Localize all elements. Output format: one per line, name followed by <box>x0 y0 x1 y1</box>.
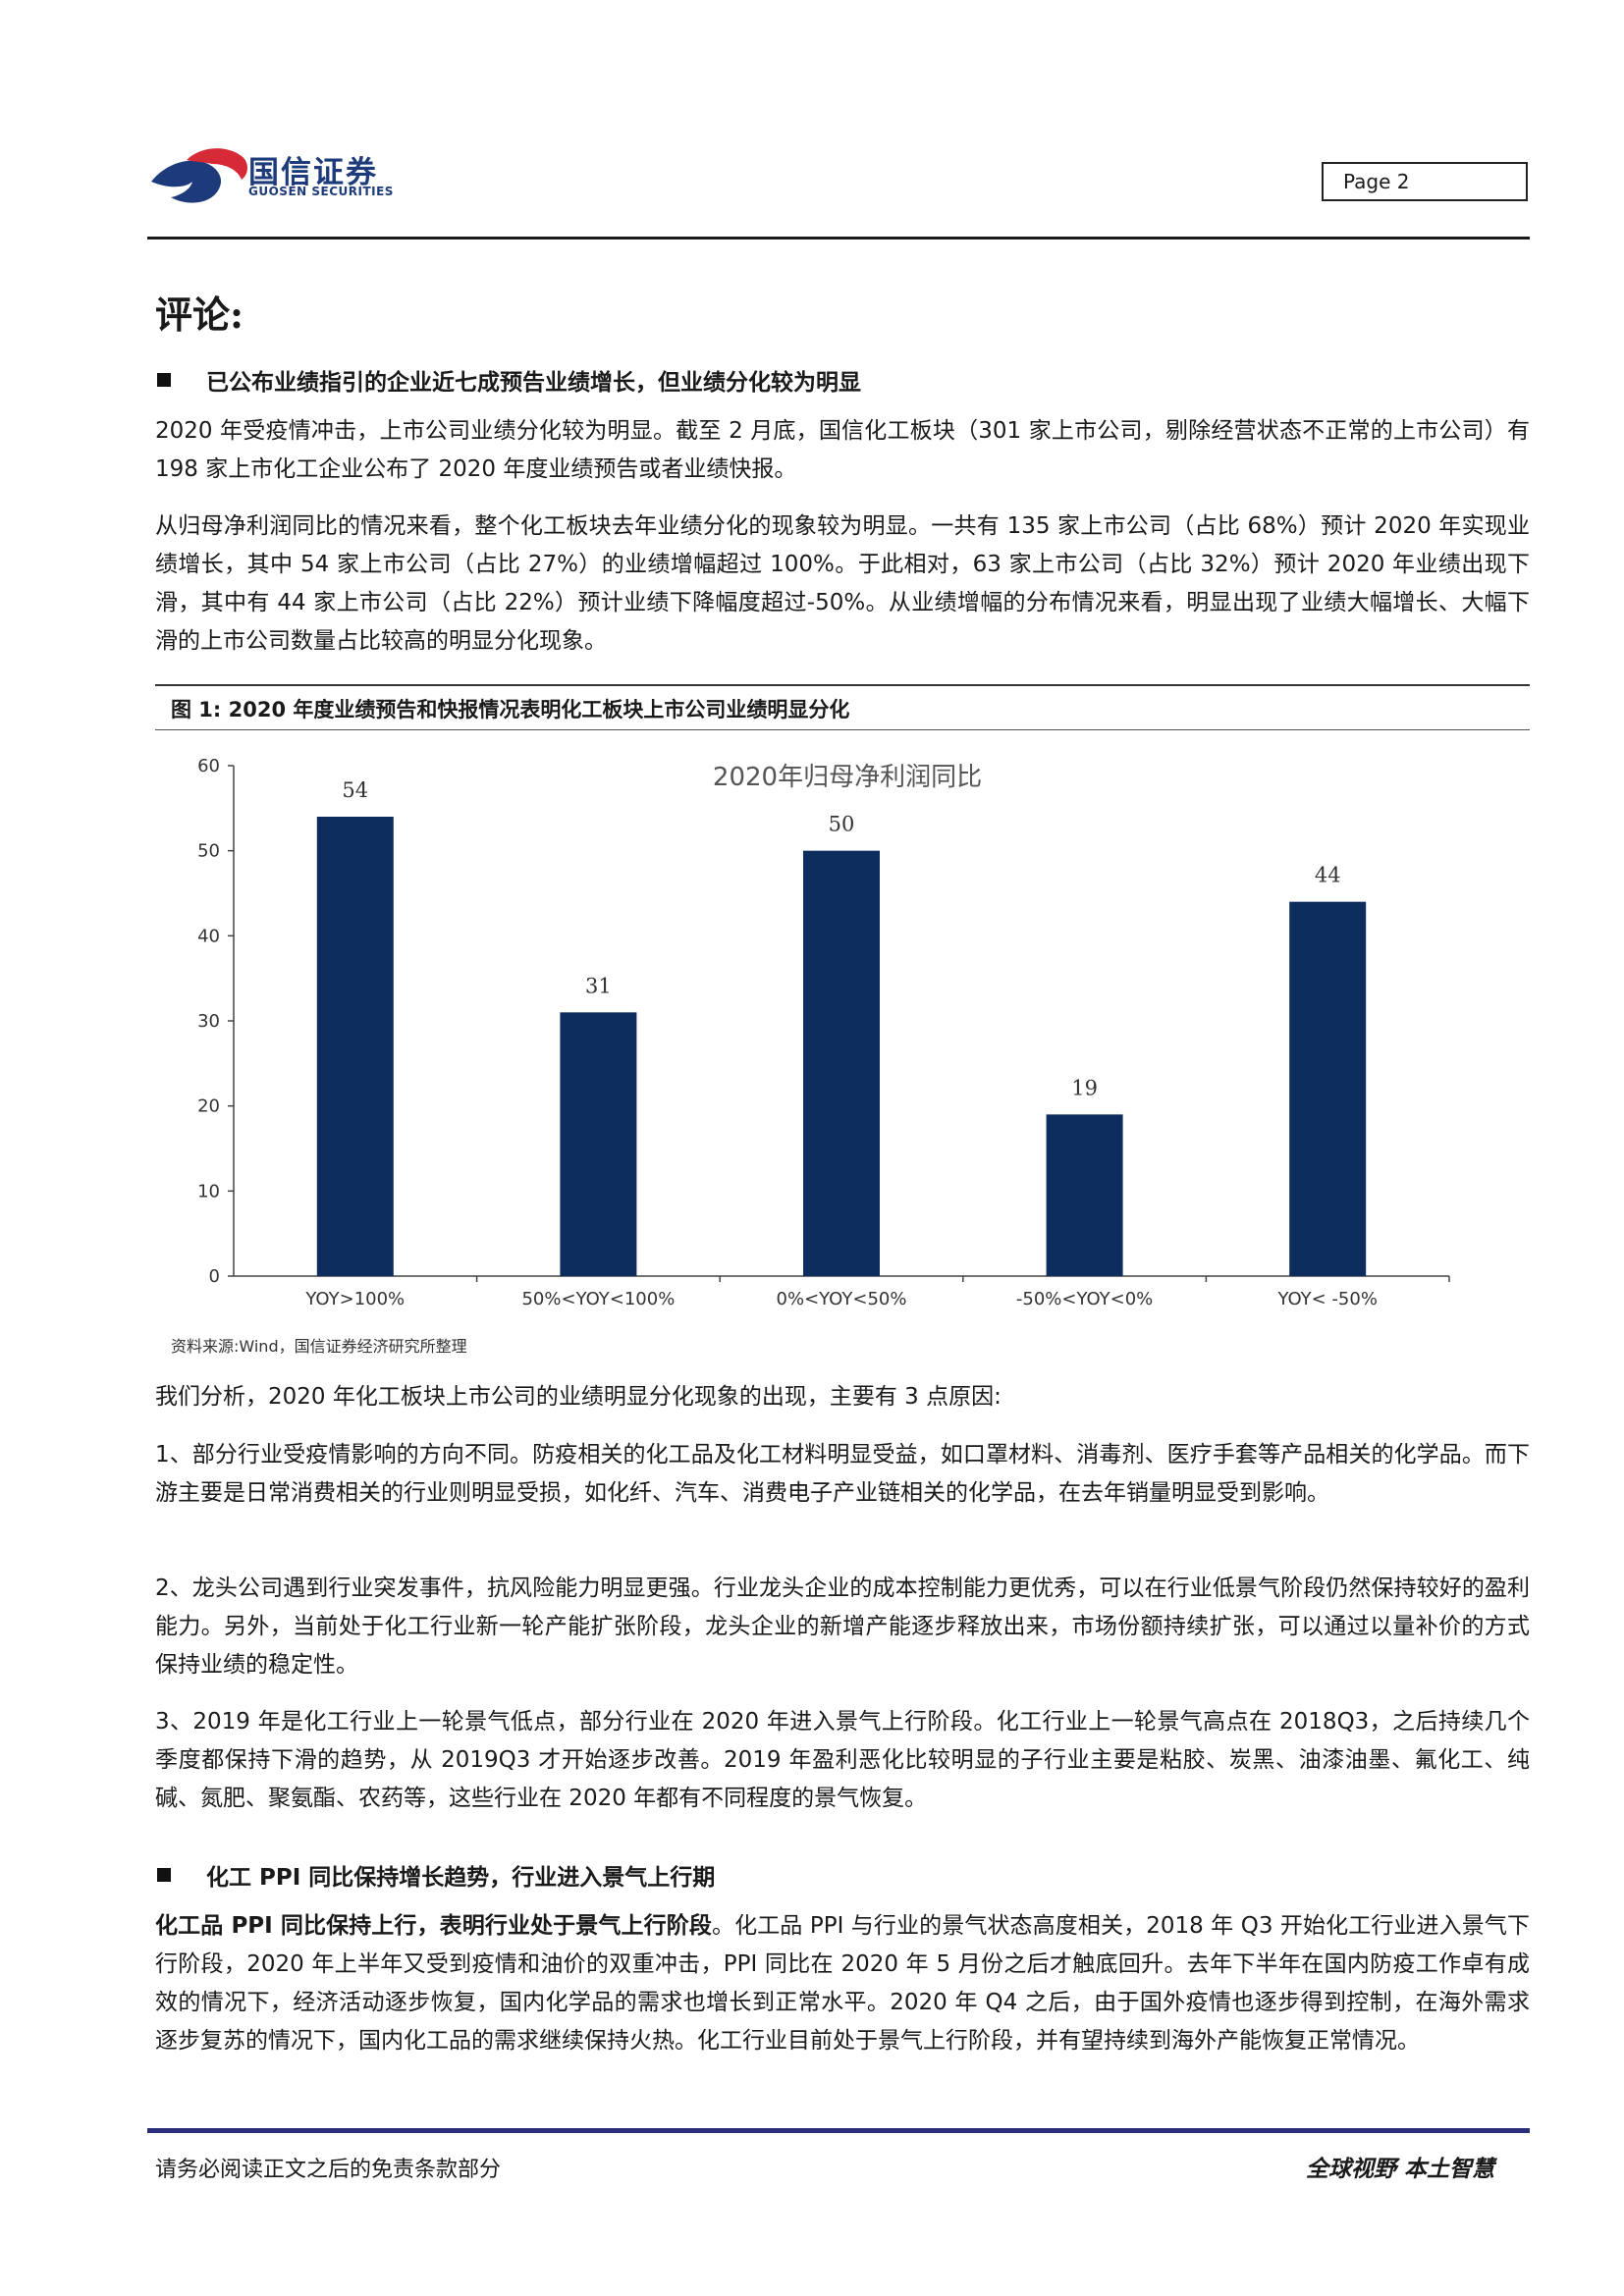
bullet-heading-2: 化工 PPI 同比保持增长趋势，行业进入景气上行期 <box>157 1858 715 1892</box>
bar <box>1046 1114 1123 1276</box>
y-tick-label: 50 <box>197 841 220 862</box>
logo-chinese-text: 国信证券 <box>248 155 378 190</box>
bullet-square-icon <box>157 1868 171 1882</box>
y-tick-label: 10 <box>197 1181 220 1201</box>
bullet-square-icon <box>157 373 171 387</box>
y-tick-label: 20 <box>197 1096 220 1117</box>
bar-value-label: 44 <box>1315 864 1341 887</box>
bar-value-label: 54 <box>342 778 368 802</box>
footer-disclaimer: 请务必阅读正文之后的免责条款部分 <box>155 2158 502 2182</box>
bar-chart: 2020年归母净利润同比 0 10 20 30 40 50 60 YOY>100% 50%<YO… <box>197 756 1450 1309</box>
y-tick-label: 30 <box>197 1011 220 1032</box>
paragraph-7-body: 。化工品 PPI 与行业的景气状态高度相关，2018 年 Q3 开始化工行业进入… <box>155 1913 1530 2054</box>
footer-slogan: 全球视野 本土智慧 <box>1306 2156 1495 2182</box>
x-category-label: 0%<YOY<50% <box>777 1289 907 1309</box>
section-title: 评论: <box>155 293 244 337</box>
x-category-label: YOY>100% <box>304 1289 405 1309</box>
bullet-heading-1: 已公布业绩指引的企业近七成预告业绩增长，但业绩分化较为明显 <box>157 363 861 397</box>
bar-value-label: 19 <box>1071 1076 1098 1099</box>
bar <box>560 1012 637 1276</box>
y-tick-label: 60 <box>197 756 220 776</box>
paragraph-7-lead: 化工品 PPI 同比保持上行，表明行业处于景气上行阶段 <box>155 1913 712 1939</box>
header-divider <box>147 237 1530 240</box>
y-tick-label: 40 <box>197 926 220 946</box>
figure-caption: 图 1: 2020 年度业绩预告和快报情况表明化工板块上市公司业绩明显分化 <box>171 698 850 721</box>
paragraph-6: 3、2019 年是化工行业上一轮景气低点，部分行业在 2020 年进入景气上行阶… <box>155 1709 1530 1811</box>
x-category-label: YOY< -50% <box>1276 1289 1378 1309</box>
bar-value-label: 50 <box>829 813 855 836</box>
paragraph-5: 2、龙头公司遇到行业突发事件，抗风险能力明显更强。行业龙头企业的成本控制能力更优… <box>155 1575 1530 1678</box>
paragraph-7: 化工品 PPI 同比保持上行，表明行业处于景气上行阶段。化工品 PPI 与行业的… <box>155 1907 1530 2060</box>
paragraph-4: 1、部分行业受疫情影响的方向不同。防疫相关的化工品及化工材料明显受益，如口罩材料… <box>155 1442 1530 1506</box>
bullet-heading-1-text: 已公布业绩指引的企业近七成预告业绩增长，但业绩分化较为明显 <box>206 370 861 396</box>
paragraph-2: 从归母净利润同比的情况来看，整个化工板块去年业绩分化的现象较为明显。一共有 13… <box>155 513 1530 654</box>
paragraph-3: 我们分析，2020 年化工板块上市公司的业绩明显分化现象的出现，主要有 3 点原… <box>155 1384 1001 1410</box>
guosen-logo-icon <box>151 148 247 203</box>
paragraph-1: 2020 年受疫情冲击，上市公司业绩分化较为明显。截至 2 月底，国信化工板块（… <box>155 418 1530 482</box>
figure-caption-rule <box>155 729 1530 730</box>
figure-source: 资料来源:Wind，国信证券经济研究所整理 <box>171 1337 467 1356</box>
y-tick-label: 0 <box>209 1266 220 1287</box>
bar <box>316 817 394 1276</box>
bar <box>1289 901 1367 1276</box>
logo-english-text: GUOSEN SECURITIES <box>248 185 394 198</box>
chart-title: 2020年归母净利润同比 <box>713 763 982 792</box>
x-category-label: -50%<YOY<0% <box>1016 1289 1153 1309</box>
x-category-label: 50%<YOY<100% <box>521 1289 675 1309</box>
bar <box>803 850 880 1276</box>
figure-top-rule <box>155 684 1530 686</box>
page-number-box: Page 2 <box>1322 162 1528 201</box>
bullet-heading-2-text: 化工 PPI 同比保持增长趋势，行业进入景气上行期 <box>206 1865 716 1891</box>
footer-divider <box>147 2128 1530 2133</box>
bar-value-label: 31 <box>585 974 612 997</box>
